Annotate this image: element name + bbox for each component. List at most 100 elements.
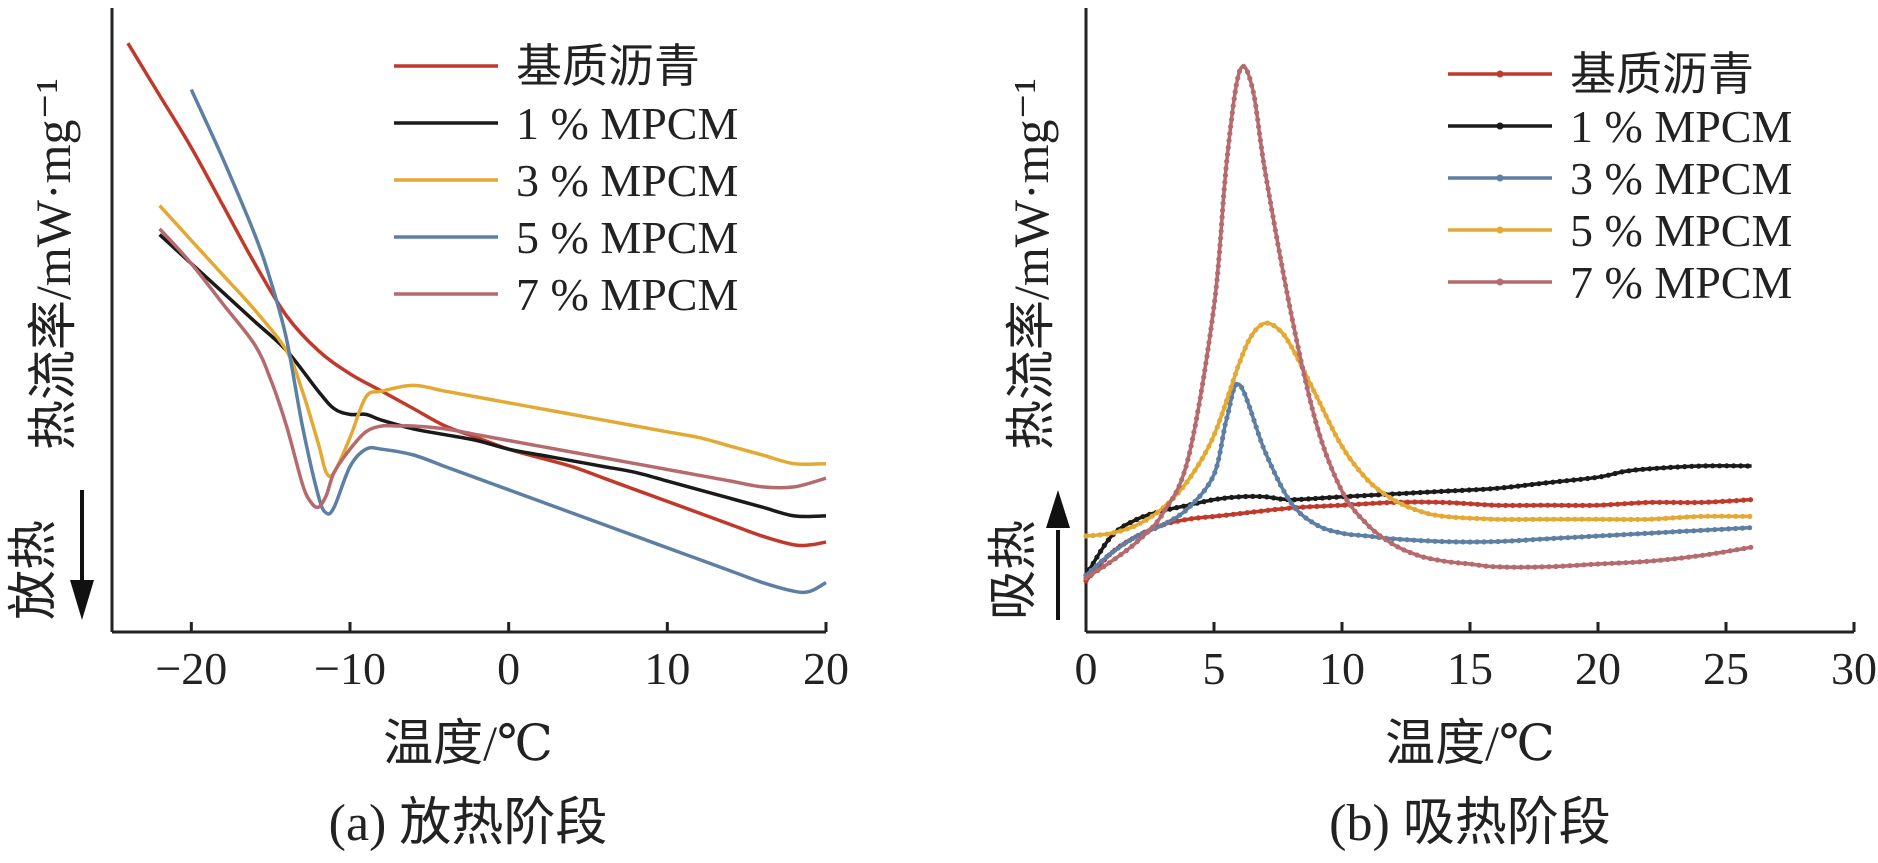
panel-b-series-marker <box>1166 501 1172 507</box>
panel-b-series-marker <box>1284 494 1290 500</box>
panel-b-series-marker <box>1127 520 1133 526</box>
panel-b-series-marker <box>1543 480 1549 486</box>
panel-b-series-marker <box>1720 498 1726 504</box>
panel-b-series-marker <box>1197 395 1203 401</box>
panel-b-series-marker <box>1112 556 1118 562</box>
panel-b-series-marker <box>1228 384 1234 390</box>
panel-b-series-marker <box>1304 385 1310 391</box>
panel-b-series-marker <box>1468 501 1474 507</box>
panel-b-series-marker <box>1129 543 1135 549</box>
panel-b-series-marker <box>1208 497 1214 503</box>
panel-b-series-marker <box>1083 533 1089 539</box>
panel-a-x-tick-label: 20 <box>803 643 849 694</box>
panel-b-series-marker <box>1249 82 1255 88</box>
panel-b-series-marker <box>1332 432 1338 438</box>
panel-b-series-marker <box>1137 520 1143 526</box>
panel-b-series-marker <box>1481 539 1487 545</box>
panel-b-series-marker <box>1740 525 1746 531</box>
panel-b-series-marker <box>1288 500 1294 506</box>
panel-b-series-marker <box>1313 419 1319 425</box>
panel-b-series-marker <box>1219 214 1225 220</box>
panel-b-series-marker <box>1270 213 1276 220</box>
panel-b-series-marker <box>1272 227 1278 233</box>
panel-b-series-marker <box>1258 322 1264 328</box>
panel-b-series-marker <box>1355 532 1361 538</box>
panel-b-series-marker <box>1717 463 1723 469</box>
panel-b-series-marker <box>1174 505 1180 511</box>
panel-b-series-marker <box>1201 488 1207 494</box>
panel-b-x-label: 温度/℃ <box>1385 715 1555 771</box>
panel-b-series-marker <box>1164 519 1171 525</box>
panel-b-series-marker <box>1504 564 1510 570</box>
panel-b-series-marker <box>1242 391 1248 397</box>
panel-b-series-marker <box>1289 344 1295 350</box>
panel-a-series-line <box>158 227 827 510</box>
panel-b-series-marker <box>1706 499 1712 505</box>
panel-b-series-marker <box>1094 554 1100 560</box>
panel-b-series-marker <box>1210 312 1216 318</box>
panel-b-series-marker <box>1475 501 1481 507</box>
panel-b-series-marker <box>1133 534 1139 540</box>
panel-b-series-marker <box>1421 554 1427 560</box>
panel-b-series-marker <box>1628 516 1634 523</box>
panel-b-series-marker <box>1183 463 1189 469</box>
panel-b-series-marker <box>1572 534 1578 540</box>
panel-b-x-tick-label: 10 <box>1319 643 1365 694</box>
panel-b-series-marker <box>1369 533 1375 540</box>
panel-b-series-marker <box>1251 509 1257 515</box>
panel-b-series-marker <box>1476 562 1482 568</box>
panel-b-series-marker <box>1705 527 1711 533</box>
panel-b-series-marker <box>1334 529 1341 535</box>
panel-b-series-marker <box>1682 464 1688 470</box>
panel-b-series-marker <box>1298 496 1305 502</box>
panel-b-series-marker <box>1658 557 1664 563</box>
panel-b-series-marker <box>1109 549 1115 555</box>
panel-b-series-marker <box>1357 513 1363 520</box>
panel-b-series-marker <box>1201 499 1207 505</box>
panel-b-series-marker <box>1218 228 1224 234</box>
panel-b-series-marker <box>1516 516 1522 523</box>
panel-b-series-marker <box>1281 488 1287 494</box>
panel-b-legend-label: 7 % MPCM <box>1570 257 1792 308</box>
panel-b-series-marker <box>1418 509 1425 515</box>
panel-b-series-marker <box>1684 528 1690 534</box>
panel-b-series-marker <box>1221 193 1227 199</box>
panel-b-series-marker <box>1640 466 1646 472</box>
panel-b-series-marker <box>1538 502 1544 508</box>
panel-b-series-marker <box>1366 524 1372 530</box>
panel-b-series-marker <box>1328 528 1334 534</box>
panel-b-series-marker <box>1271 323 1277 329</box>
panel-b-series-marker <box>1121 541 1127 547</box>
panel-b-series-marker <box>1184 479 1190 485</box>
panel-b-series-marker <box>1586 533 1592 540</box>
panel-b-series-marker <box>1291 497 1298 503</box>
panel-b-series-marker <box>1221 186 1227 192</box>
panel-b-series-marker <box>1689 463 1695 469</box>
panel-b-series-marker <box>1745 463 1751 469</box>
panel-b-series-marker <box>1204 353 1210 359</box>
panel-b-series-marker <box>1605 472 1611 478</box>
panel-b-series-marker <box>1727 548 1733 554</box>
panel-b-series-marker <box>1226 408 1232 414</box>
panel-b-series-marker <box>1356 501 1362 507</box>
panel-b-series-marker <box>1131 523 1137 530</box>
panel-b-series-marker <box>1748 544 1754 550</box>
panel-b-series-marker <box>1123 547 1130 554</box>
panel-b-series-marker <box>1314 394 1320 400</box>
panel-b-series-marker <box>1371 528 1378 534</box>
panel-b-series-marker <box>1256 131 1263 137</box>
panel-b-series-marker <box>1188 516 1195 522</box>
panel-b-series-marker <box>1098 548 1104 554</box>
panel-b-series-marker <box>1453 514 1459 521</box>
panel-b-series-marker <box>1539 564 1545 570</box>
panel-b-series-marker <box>1425 511 1431 517</box>
panel-b-series-marker <box>1633 467 1639 473</box>
panel-a-x-label: 温度/℃ <box>383 715 553 771</box>
panel-b-series-marker <box>1239 385 1245 391</box>
panel-b-y-label: 热流率/mW·mg⁻¹ <box>1003 78 1059 450</box>
panel-b-series-marker <box>1381 491 1387 497</box>
panel-b-series-marker <box>1224 415 1230 421</box>
panel-b-series-marker <box>1720 549 1726 555</box>
panel-b-series-marker <box>1390 536 1396 542</box>
panel-b-series-marker <box>1661 465 1667 471</box>
